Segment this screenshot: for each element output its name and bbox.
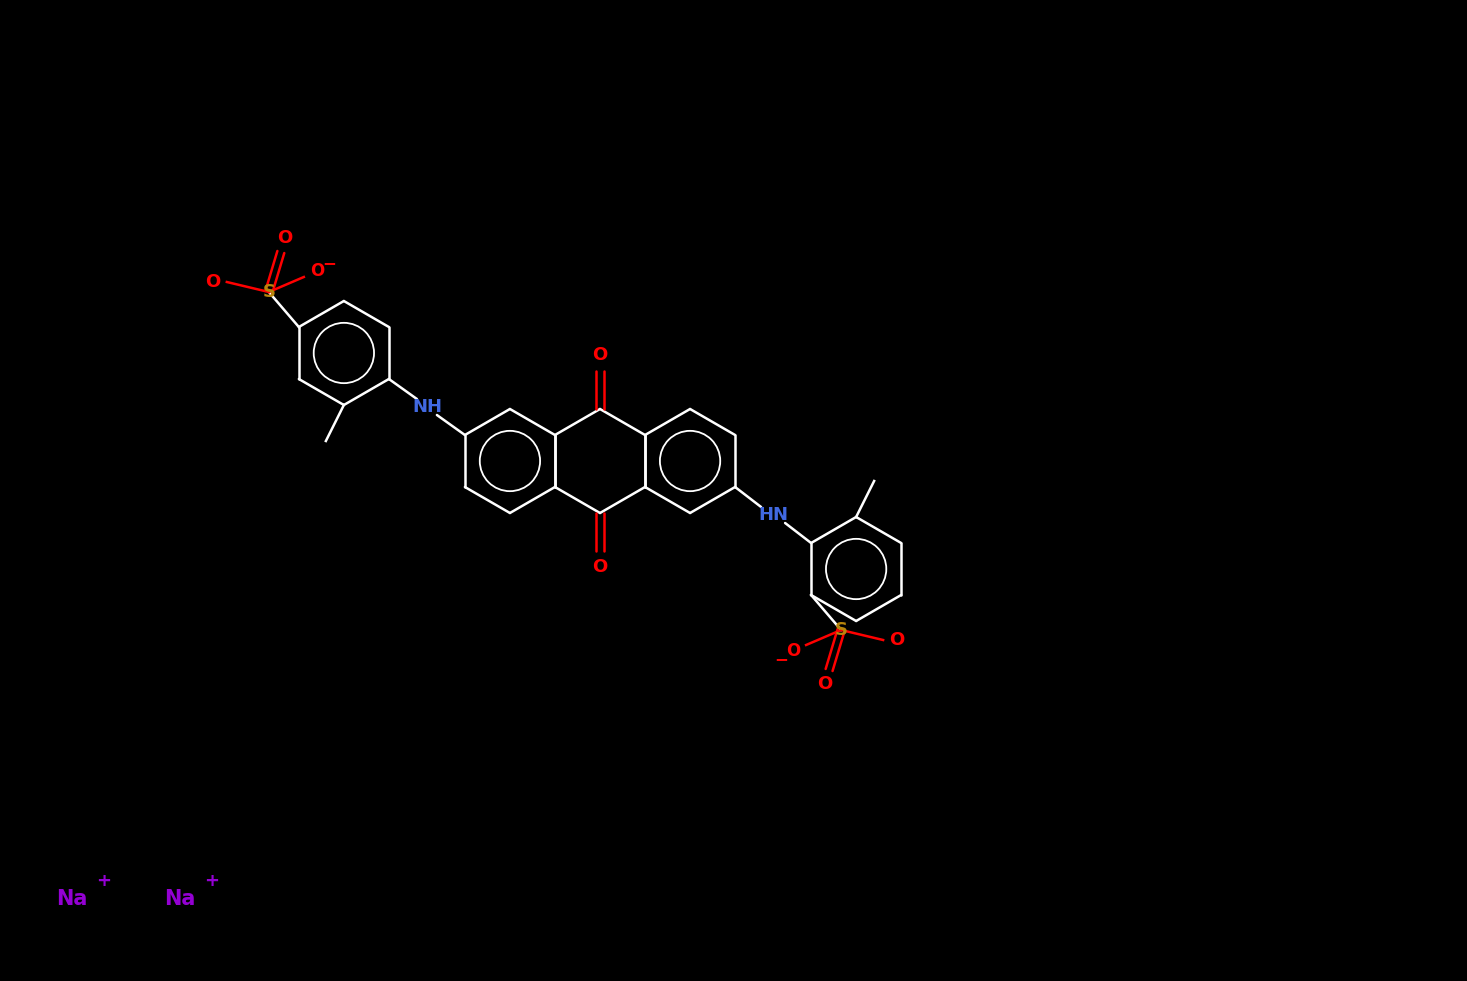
Text: NH: NH — [412, 398, 442, 416]
Text: O: O — [205, 273, 220, 291]
Text: O: O — [593, 346, 607, 364]
Text: O: O — [310, 262, 324, 280]
Text: Na: Na — [56, 889, 88, 909]
Text: O: O — [593, 558, 607, 576]
Text: Na: Na — [164, 889, 195, 909]
Text: +: + — [204, 872, 220, 890]
Text: S: S — [835, 621, 848, 639]
Text: S: S — [263, 283, 276, 301]
Text: +: + — [97, 872, 111, 890]
Text: −: − — [321, 254, 336, 272]
Text: O: O — [817, 675, 833, 693]
Text: HN: HN — [758, 506, 788, 524]
Text: O: O — [277, 229, 292, 247]
Text: −: − — [775, 650, 788, 668]
Text: O: O — [786, 642, 800, 660]
Text: O: O — [889, 631, 905, 649]
